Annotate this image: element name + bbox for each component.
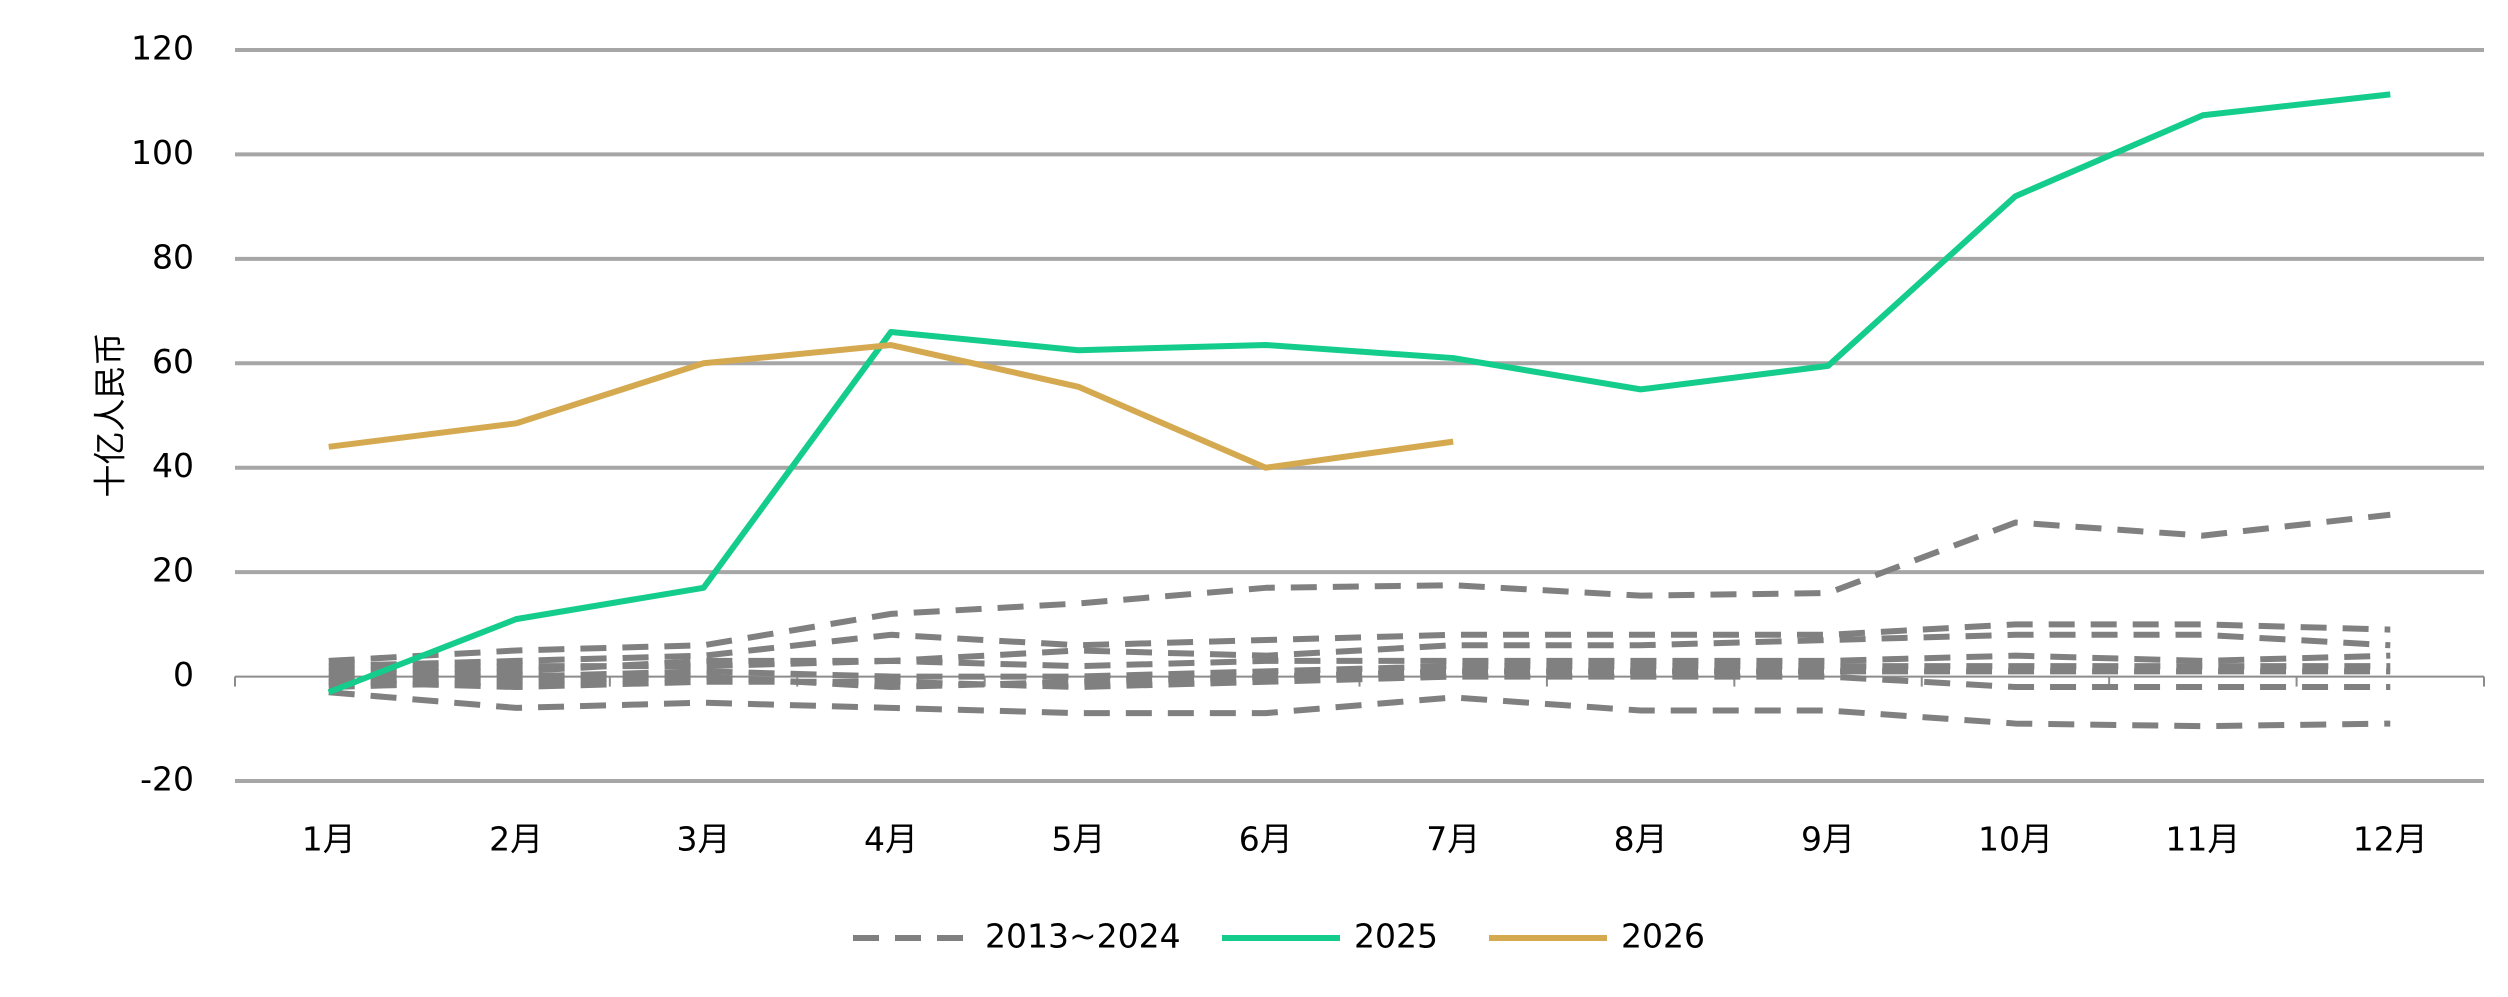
legend-label: 2013~2024 [985,917,1181,956]
x-tick-label: 3月 [677,820,731,859]
legend-label: 2026 [1621,917,1705,956]
history-line [328,663,2391,685]
y-tick-label: 80 [152,237,194,276]
history-line [328,668,2391,691]
history-line [328,511,2391,664]
history-line [328,689,2391,730]
y-tick-label: 100 [131,133,194,172]
history-line [328,631,2391,680]
x-tick-label: 8月 [1614,820,1668,859]
history-line [328,673,2391,691]
y-tick-label: 60 [152,342,194,381]
y-tick-label: 40 [152,446,194,485]
history-line [328,621,2391,670]
x-tick-label: 12月 [2353,820,2428,859]
x-tick-label: 10月 [1978,820,2053,859]
y-axis-label: 十亿人民币 [91,333,130,498]
history-line [328,652,2391,675]
y-tick-label: 20 [152,551,194,590]
x-tick-label: 2月 [489,820,543,859]
series-line [327,91,2391,696]
x-tick-label: 5月 [1051,820,1105,859]
y-tick-label: 0 [173,655,194,694]
x-tick-label: 6月 [1239,820,1293,859]
x-tick-label: 11月 [2165,820,2240,859]
x-tick-label: 7月 [1426,820,1480,859]
y-tick-label: -20 [140,760,194,799]
x-tick-label: 4月 [864,820,918,859]
x-tick-label: 9月 [1801,820,1855,859]
legend-label: 2025 [1354,917,1438,956]
y-tick-label: 120 [131,29,194,68]
series-line [328,342,1454,471]
x-tick-label: 1月 [302,820,356,859]
